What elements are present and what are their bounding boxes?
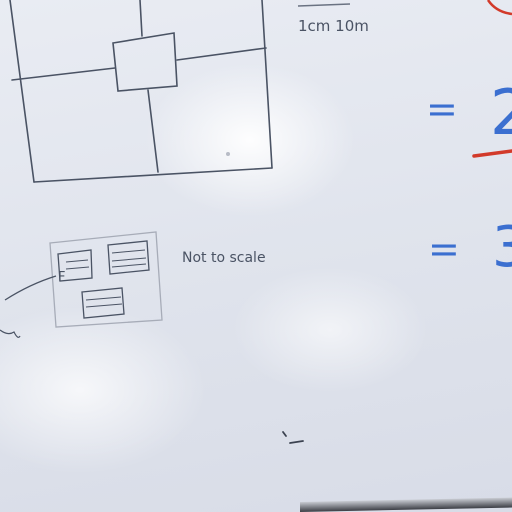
red-circle-stroke xyxy=(486,0,512,16)
map-center-square xyxy=(112,32,178,92)
map-top-divider xyxy=(139,0,143,37)
map-right-divider xyxy=(176,47,267,61)
map-left-edge xyxy=(9,0,35,183)
floorplan-letter: F xyxy=(58,270,65,285)
floorplan-hatching xyxy=(65,249,147,308)
floorplan-room-3 xyxy=(81,287,125,319)
floorplan-sketch xyxy=(4,231,163,328)
scale-label: 1cm 10m xyxy=(298,17,369,35)
floorplan-border xyxy=(49,231,163,328)
map-right-edge xyxy=(261,0,273,169)
equation-1-digit: 2 xyxy=(490,76,512,149)
equation-1-equals: = xyxy=(426,87,458,131)
not-to-scale-label: Not to scale xyxy=(182,250,266,266)
red-underline xyxy=(472,149,512,158)
equation-2-equals: = xyxy=(428,227,460,271)
floorplan-pointer-line xyxy=(4,275,57,301)
map-left-divider xyxy=(11,67,116,81)
small-mark xyxy=(282,431,304,444)
scale-underline xyxy=(297,3,351,7)
left-edge-scribble xyxy=(0,329,21,338)
map-bottom-edge xyxy=(33,167,273,183)
floorplan-room-1 xyxy=(57,249,93,282)
marker-dot xyxy=(226,152,230,156)
floorplan-room-2 xyxy=(107,240,150,275)
map-bottom-divider xyxy=(147,89,159,173)
equation-2-digit: 3 xyxy=(492,215,512,280)
map-sketch xyxy=(9,0,273,183)
